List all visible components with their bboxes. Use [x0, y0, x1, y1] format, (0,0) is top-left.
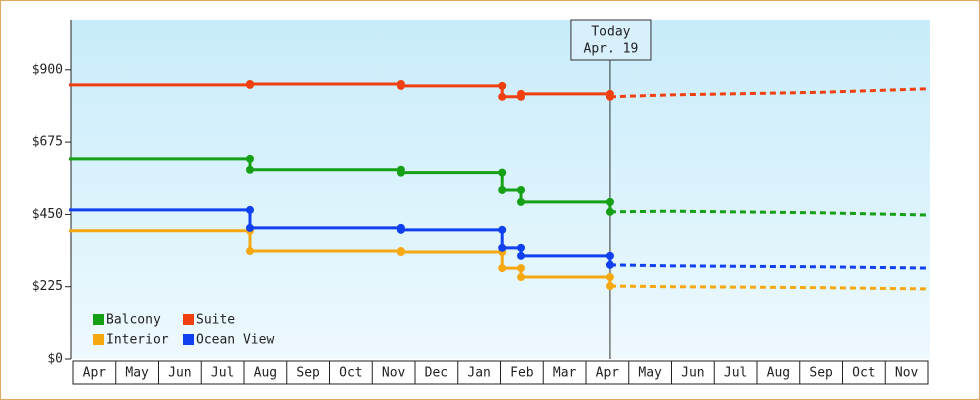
- y-tick-label: $900: [32, 62, 63, 77]
- point: [498, 264, 507, 273]
- point: [605, 197, 614, 206]
- x-tick-label: Sep: [296, 366, 320, 381]
- legend-label: Balcony: [106, 313, 161, 328]
- legend-label: Ocean View: [196, 333, 274, 348]
- today-label: Today: [591, 25, 630, 40]
- x-tick-label: Sep: [809, 366, 833, 381]
- point: [517, 243, 526, 252]
- forecast-line: [609, 284, 929, 291]
- x-tick-label: Dec: [425, 366, 448, 381]
- legend-label: Suite: [196, 313, 235, 328]
- x-tick-label: Apr: [596, 366, 620, 381]
- legend-swatch: [183, 334, 194, 345]
- forecast-line: [609, 87, 929, 99]
- x-tick-label: Jun: [168, 366, 191, 381]
- point: [498, 243, 507, 252]
- point: [498, 92, 507, 101]
- y-tick-label: $450: [32, 207, 63, 222]
- legend-swatch: [183, 314, 194, 325]
- x-tick-label: Jul: [211, 366, 234, 381]
- x-tick-label: May: [125, 366, 149, 381]
- x-tick-label: Mar: [553, 366, 577, 381]
- forecast-line: [609, 263, 929, 270]
- x-tick-label: Nov: [895, 366, 919, 381]
- today-box: [570, 19, 652, 61]
- point: [396, 247, 405, 256]
- today-label: Apr. 19: [584, 42, 639, 57]
- x-tick-label: May: [638, 366, 662, 381]
- point: [517, 251, 526, 260]
- point: [517, 185, 526, 194]
- x-tick-label: Oct: [852, 366, 875, 381]
- x-tick-label: Oct: [339, 366, 362, 381]
- point: [605, 251, 614, 260]
- point: [498, 185, 507, 194]
- point: [245, 223, 254, 232]
- forecast-line: [609, 209, 929, 217]
- point: [245, 247, 254, 256]
- legend-label: Interior: [106, 333, 169, 348]
- x-tick-label: Feb: [510, 366, 534, 381]
- point: [396, 168, 405, 177]
- legend-swatch: [93, 314, 104, 325]
- point: [245, 165, 254, 174]
- point: [245, 205, 254, 214]
- x-tick-label: Jan: [467, 366, 490, 381]
- x-tick-label: Nov: [382, 366, 406, 381]
- point: [498, 225, 507, 234]
- x-tick-label: Aug: [254, 366, 277, 381]
- x-tick-label: Apr: [83, 366, 107, 381]
- y-tick-label: $0: [47, 352, 63, 367]
- point: [605, 273, 614, 282]
- x-tick-label: Aug: [767, 366, 790, 381]
- point: [245, 79, 254, 88]
- point: [517, 264, 526, 273]
- x-tick-label: Jul: [724, 366, 747, 381]
- point: [517, 273, 526, 282]
- point: [498, 168, 507, 177]
- legend-swatch: [93, 334, 104, 345]
- y-tick-label: $225: [32, 279, 63, 294]
- y-tick-label: $675: [32, 135, 63, 150]
- point: [396, 81, 405, 90]
- point: [245, 154, 254, 163]
- point: [498, 81, 507, 90]
- point: [396, 225, 405, 234]
- x-tick-label: Jun: [681, 366, 704, 381]
- point: [517, 89, 526, 98]
- point: [517, 197, 526, 206]
